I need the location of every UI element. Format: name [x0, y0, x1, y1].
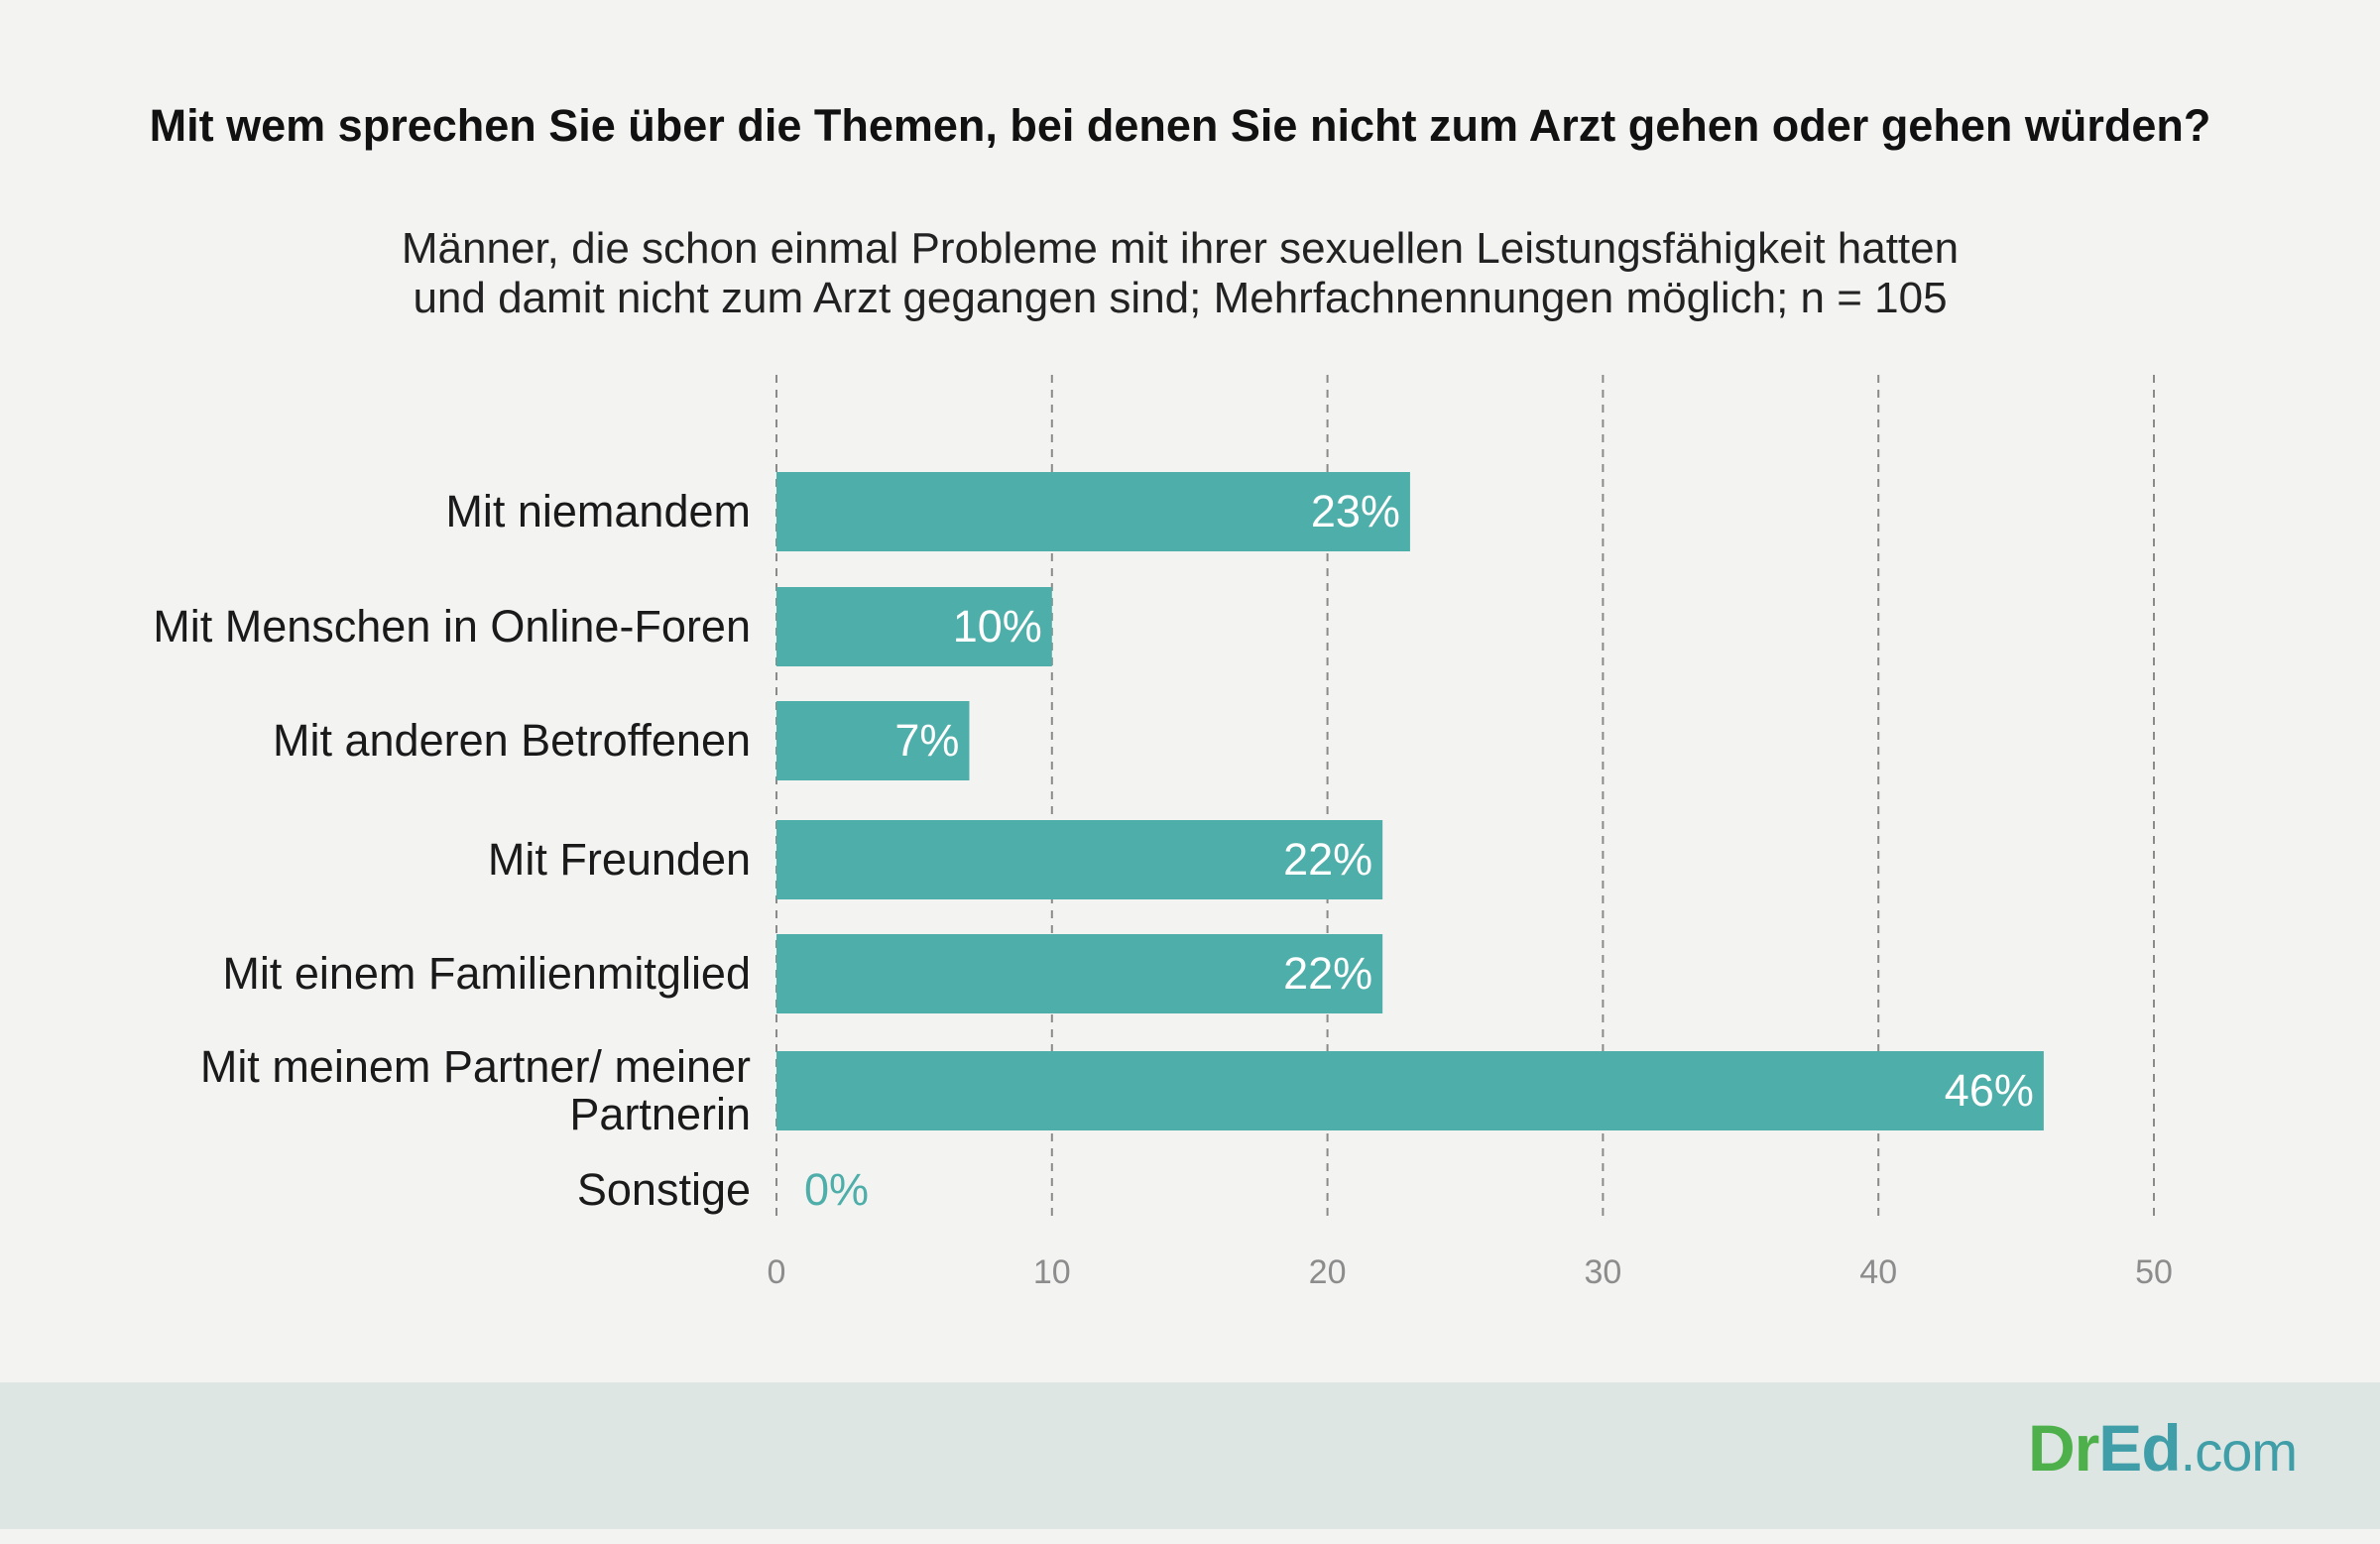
bar [776, 1051, 2044, 1130]
bar [776, 701, 970, 780]
x-tick-label: 10 [1033, 1253, 1071, 1291]
data-label: 0% [804, 1164, 869, 1215]
chart-subtitle: Männer, die schon einmal Probleme mit ih… [99, 224, 2261, 323]
category-label: Mit Menschen in Online-Foren [153, 601, 751, 652]
x-tick-label: 30 [1584, 1253, 1621, 1291]
dred-logo[interactable]: DrEd.com [2027, 1410, 2298, 1485]
bar [776, 587, 1052, 666]
footer-band [0, 1382, 2380, 1529]
category-label: Mit meinem Partner/ meiner [200, 1041, 751, 1092]
data-label: 46% [1945, 1065, 2034, 1116]
category-label: Sonstige [577, 1164, 751, 1215]
logo-text-domain: .com [2180, 1420, 2298, 1483]
subtitle-line-2: und damit nicht zum Arzt gegangen sind; … [413, 274, 1948, 322]
chart-title: Mit wem sprechen Sie über die Themen, be… [149, 100, 2211, 151]
x-tick-label: 20 [1309, 1253, 1347, 1291]
logo-text-ed: Ed [2098, 1411, 2181, 1485]
x-tick-label: 50 [2135, 1253, 2173, 1291]
x-tick-label: 0 [768, 1253, 786, 1291]
category-label: Mit anderen Betroffenen [273, 715, 751, 766]
bar [776, 934, 1383, 1013]
category-label: Partnerin [569, 1089, 751, 1139]
category-label: Mit einem Familienmitglied [222, 948, 751, 999]
data-label: 7% [894, 715, 959, 766]
bar [776, 820, 1383, 899]
data-label: 10% [953, 601, 1042, 652]
category-label: Mit Freunden [488, 834, 751, 885]
bar [776, 472, 1410, 551]
data-label: 22% [1283, 834, 1372, 885]
category-label: Mit niemandem [445, 486, 751, 536]
data-label: 22% [1283, 948, 1372, 999]
bar-chart: 0 10 20 30 40 50 Mit niemandem 23% Mit Menschen … [153, 375, 2173, 1291]
data-label: 23% [1311, 486, 1400, 536]
subtitle-line-1: Männer, die schon einmal Probleme mit ih… [401, 224, 1960, 273]
logo-text-dr: Dr [2027, 1411, 2099, 1485]
x-tick-label: 40 [1859, 1253, 1897, 1291]
